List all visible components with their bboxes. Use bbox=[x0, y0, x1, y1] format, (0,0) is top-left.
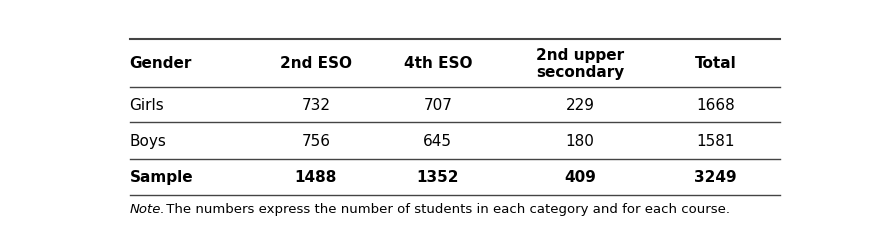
Text: Total: Total bbox=[695, 56, 737, 71]
Text: 3249: 3249 bbox=[694, 170, 737, 185]
Text: 645: 645 bbox=[423, 133, 452, 148]
Text: Gender: Gender bbox=[129, 56, 192, 71]
Text: 1668: 1668 bbox=[696, 98, 735, 112]
Text: 2nd upper
secondary: 2nd upper secondary bbox=[536, 48, 624, 80]
Text: Boys: Boys bbox=[129, 133, 166, 148]
Text: 4th ESO: 4th ESO bbox=[404, 56, 472, 71]
Text: 707: 707 bbox=[423, 98, 452, 112]
Text: 2nd ESO: 2nd ESO bbox=[280, 56, 352, 71]
Text: 409: 409 bbox=[564, 170, 596, 185]
Text: 1581: 1581 bbox=[697, 133, 735, 148]
Text: 180: 180 bbox=[565, 133, 594, 148]
Text: Girls: Girls bbox=[129, 98, 164, 112]
Text: Sample: Sample bbox=[129, 170, 193, 185]
Text: 732: 732 bbox=[302, 98, 330, 112]
Text: 229: 229 bbox=[565, 98, 594, 112]
Text: Note.: Note. bbox=[129, 202, 165, 215]
Text: 1352: 1352 bbox=[417, 170, 459, 185]
Text: 1488: 1488 bbox=[295, 170, 337, 185]
Text: The numbers express the number of students in each category and for each course.: The numbers express the number of studen… bbox=[162, 202, 730, 215]
Text: 756: 756 bbox=[302, 133, 330, 148]
